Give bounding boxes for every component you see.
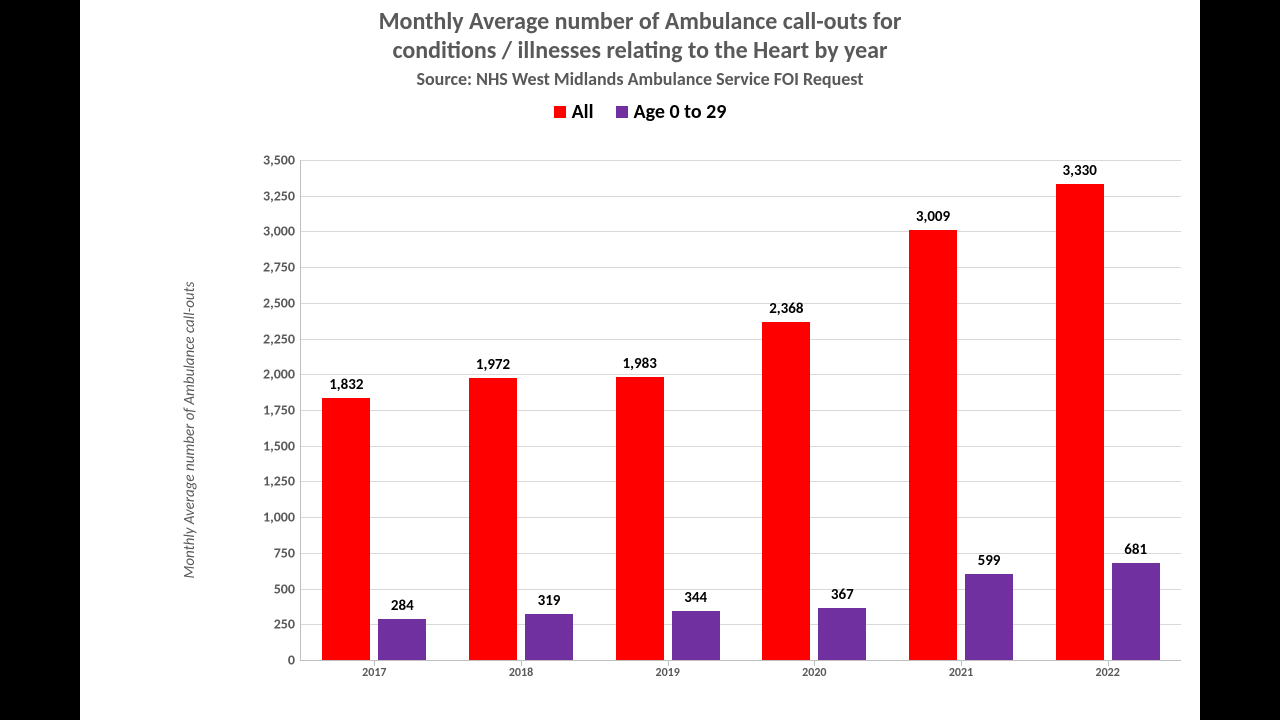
bar-group: 3,330681 [1056,160,1160,660]
bar-value-label: 1,972 [476,356,510,374]
plot-area: 02505007501,0001,2501,5001,7502,0002,250… [300,160,1181,661]
gridline [301,481,1181,482]
bar-all: 3,009 [909,230,957,660]
bar-age029: 367 [818,608,866,660]
gridline [301,231,1181,232]
x-tick-label: 2020 [802,666,826,680]
y-tick-label: 3,000 [263,223,301,240]
bar-value-label: 284 [391,597,414,615]
gridline [301,410,1181,411]
bar-value-label: 2,368 [769,300,803,318]
gridline [301,374,1181,375]
legend-swatch-age029 [616,106,628,118]
chart-title-line2: conditions / illnesses relating to the H… [80,37,1200,66]
bar-value-label: 344 [684,589,707,607]
bar-age029: 344 [672,611,720,660]
x-tick-label: 2018 [509,666,533,680]
legend-label-all: All [572,100,594,124]
bar-value-label: 3,009 [916,208,950,226]
chart-header: Monthly Average number of Ambulance call… [80,0,1200,90]
legend-item-age029: Age 0 to 29 [616,100,727,124]
bar-all: 1,832 [322,398,370,660]
gridline [301,196,1181,197]
y-tick-label: 1,250 [263,473,301,490]
bar-value-label: 1,983 [623,355,657,373]
bar-age029: 284 [378,619,426,660]
gridline [301,589,1181,590]
x-tick-label: 2017 [362,666,386,680]
bar-value-label: 681 [1124,541,1147,559]
bar-age029: 319 [525,614,573,660]
y-tick-label: 1,750 [263,402,301,419]
bar-age029: 681 [1112,563,1160,660]
y-tick-label: 1,500 [263,437,301,454]
bar-all: 3,330 [1056,184,1104,660]
bar-value-label: 319 [538,592,561,610]
gridline [301,446,1181,447]
y-tick-label: 3,250 [263,187,301,204]
bar-group: 1,832284 [322,160,426,660]
gridline [301,160,1181,161]
y-tick-label: 3,500 [263,152,301,169]
bar-value-label: 1,832 [329,376,363,394]
x-tick-label: 2021 [949,666,973,680]
gridline [301,517,1181,518]
y-tick-label: 750 [274,544,301,561]
y-tick-label: 0 [288,652,301,669]
bar-value-label: 599 [978,552,1001,570]
gridline [301,303,1181,304]
y-tick-label: 2,750 [263,259,301,276]
plot-wrap: Monthly Average number of Ambulance call… [250,160,1180,700]
y-tick-label: 2,500 [263,294,301,311]
bar-all: 1,972 [469,378,517,660]
y-tick-label: 2,000 [263,366,301,383]
bar-group: 1,972319 [469,160,573,660]
x-tick-label: 2022 [1095,666,1119,680]
y-axis-title: Monthly Average number of Ambulance call… [181,281,199,578]
bar-age029: 599 [965,574,1013,660]
y-tick-label: 2,250 [263,330,301,347]
x-tick-label: 2019 [655,666,679,680]
chart-title-line1: Monthly Average number of Ambulance call… [80,8,1200,37]
bar-group: 2,368367 [762,160,866,660]
legend: All Age 0 to 29 [80,100,1200,124]
bar-value-label: 3,330 [1063,162,1097,180]
y-tick-label: 500 [274,580,301,597]
gridline [301,624,1181,625]
gridline [301,267,1181,268]
y-tick-label: 250 [274,616,301,633]
legend-label-age029: Age 0 to 29 [634,100,727,124]
y-tick-label: 1,000 [263,509,301,526]
bar-group: 1,983344 [616,160,720,660]
bar-all: 1,983 [616,377,664,660]
legend-swatch-all [554,106,566,118]
gridline [301,553,1181,554]
bar-all: 2,368 [762,322,810,660]
chart-subtitle: Source: NHS West Midlands Ambulance Serv… [80,68,1200,90]
chart-card: Monthly Average number of Ambulance call… [80,0,1200,720]
bar-group: 3,009599 [909,160,1013,660]
legend-item-all: All [554,100,594,124]
bar-value-label: 367 [831,586,854,604]
gridline [301,339,1181,340]
